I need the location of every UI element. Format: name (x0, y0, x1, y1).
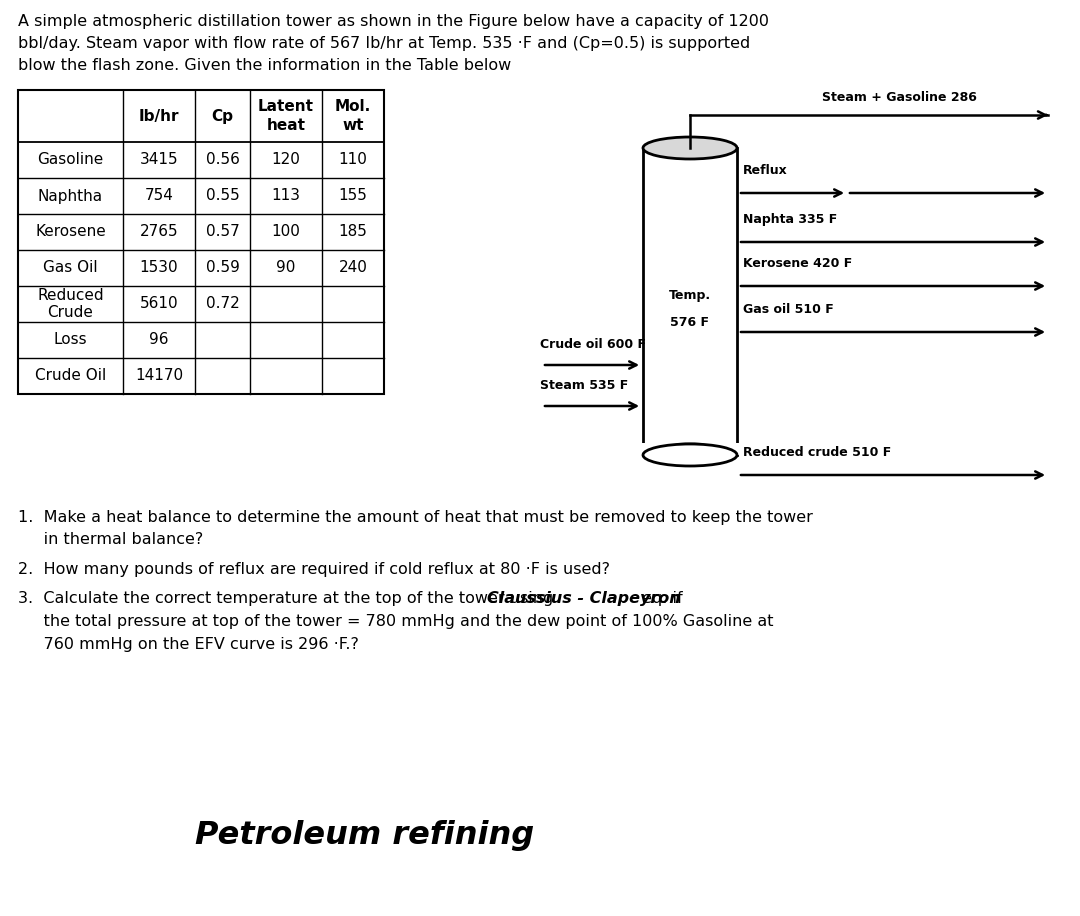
Text: 240: 240 (338, 260, 367, 276)
Text: Crude oil 600 F: Crude oil 600 F (540, 338, 646, 351)
Text: Temp.: Temp. (669, 289, 711, 301)
Text: Steam 535 F: Steam 535 F (540, 379, 629, 392)
Text: Steam + Gasoline 286: Steam + Gasoline 286 (822, 91, 976, 104)
Text: 120: 120 (271, 152, 300, 168)
Text: 760 mmHg on the EFV curve is 296 ·F.?: 760 mmHg on the EFV curve is 296 ·F.? (18, 637, 359, 652)
Text: Loss: Loss (54, 333, 87, 347)
Text: 576 F: 576 F (671, 315, 710, 329)
Text: 5610: 5610 (139, 297, 178, 311)
Text: Naphta 335 F: Naphta 335 F (743, 213, 837, 226)
Text: Cp: Cp (212, 108, 233, 124)
Text: Claussius - Clapeyron: Claussius - Clapeyron (487, 591, 680, 606)
Text: 1.  Make a heat balance to determine the amount of heat that must be removed to : 1. Make a heat balance to determine the … (18, 510, 813, 525)
Text: Crude Oil: Crude Oil (35, 368, 106, 384)
Text: Gas oil 510 F: Gas oil 510 F (743, 303, 834, 316)
Ellipse shape (643, 137, 737, 159)
Text: 3.  Calculate the correct temperature at the top of the tower using: 3. Calculate the correct temperature at … (18, 591, 558, 606)
Text: 2765: 2765 (139, 224, 178, 239)
Text: 0.59: 0.59 (205, 260, 240, 276)
Text: 185: 185 (338, 224, 367, 239)
Text: Reduced
Crude: Reduced Crude (37, 288, 104, 321)
Text: 0.55: 0.55 (205, 189, 240, 203)
Text: Kerosene 420 F: Kerosene 420 F (743, 257, 852, 270)
Text: Petroleum refining: Petroleum refining (195, 820, 535, 851)
Text: 90: 90 (276, 260, 296, 276)
Text: Reflux: Reflux (743, 164, 787, 177)
Text: 0.56: 0.56 (205, 152, 240, 168)
Text: 3415: 3415 (139, 152, 178, 168)
Text: 0.72: 0.72 (205, 297, 240, 311)
Text: Reduced crude 510 F: Reduced crude 510 F (743, 446, 891, 459)
Text: bbl/day. Steam vapor with flow rate of 567 Ib/hr at Temp. 535 ·F and (Cp=0.5) is: bbl/day. Steam vapor with flow rate of 5… (18, 36, 751, 51)
Text: 14170: 14170 (135, 368, 184, 384)
Text: A simple atmospheric distillation tower as shown in the Figure below have a capa: A simple atmospheric distillation tower … (18, 14, 769, 29)
Text: 2.  How many pounds of reflux are required if cold reflux at 80 ·F is used?: 2. How many pounds of reflux are require… (18, 562, 610, 577)
Text: 96: 96 (149, 333, 168, 347)
Text: 110: 110 (338, 152, 367, 168)
Text: the total pressure at top of the tower = 780 mmHg and the dew point of 100% Gaso: the total pressure at top of the tower =… (18, 614, 773, 629)
Text: 100: 100 (271, 224, 300, 239)
Text: in thermal balance?: in thermal balance? (18, 532, 203, 547)
Ellipse shape (643, 444, 737, 466)
Bar (643, 148, 737, 455)
Bar (642, 443, 739, 455)
Text: 155: 155 (338, 189, 367, 203)
Text: Ib/hr: Ib/hr (138, 108, 179, 124)
Text: eq. if: eq. if (637, 591, 683, 606)
Text: Kerosene: Kerosene (36, 224, 106, 239)
Text: 113: 113 (271, 189, 300, 203)
Text: Gas Oil: Gas Oil (43, 260, 98, 276)
Text: 754: 754 (145, 189, 174, 203)
Text: Naphtha: Naphtha (38, 189, 103, 203)
Text: 1530: 1530 (139, 260, 178, 276)
Text: Latent
heat: Latent heat (258, 99, 314, 133)
Text: blow the flash zone. Given the information in the Table below: blow the flash zone. Given the informati… (18, 58, 511, 73)
Text: Mol.
wt: Mol. wt (335, 99, 372, 133)
Bar (18, 90, 384, 394)
Text: 0.57: 0.57 (205, 224, 240, 239)
Text: Gasoline: Gasoline (38, 152, 104, 168)
